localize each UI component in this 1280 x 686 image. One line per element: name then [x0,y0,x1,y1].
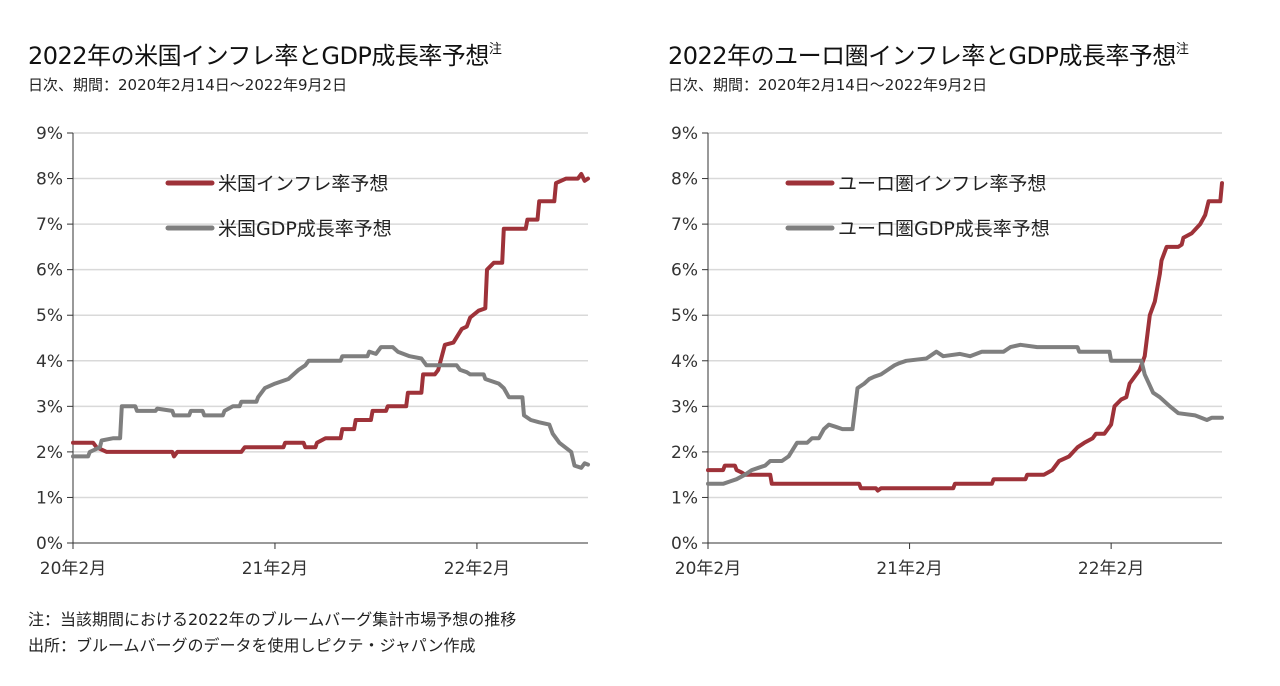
series-line-gdp [706,342,1224,486]
legend-label: ユーロ圏GDP成長率予想 [838,218,1050,240]
footnote-source: 出所：ブルームバーグのデータを使用しピクテ・ジャパン作成 [28,636,476,655]
us-line-chart: 0% 1% 2% 3% 4% 5% 6% 7% 8% 9% 20年2月 21年2月 22年2月 米国インフ… [36,124,590,579]
y-tick-label: 2% [36,443,63,463]
y-tick-label: 3% [671,397,698,417]
x-tick-label: 21年2月 [876,559,942,579]
y-tick-label: 9% [36,124,63,144]
euro-chart-panel: 2022年のユーロ圏インフレ率とGDP成長率予想注 日次、期間：2020年2月1… [640,0,1280,686]
x-tick-label: 22年2月 [1078,559,1144,579]
x-tick-label: 20年2月 [40,559,106,579]
legend-label: 米国GDP成長率予想 [218,218,392,240]
chart-title: 2022年のユーロ圏インフレ率とGDP成長率予想注 [668,42,1189,70]
y-tick-label: 0% [36,534,63,554]
y-tick-label: 2% [671,443,698,463]
chart-title: 2022年の米国インフレ率とGDP成長率予想注 [28,42,502,70]
y-tick-label: 1% [671,488,698,508]
y-tick-label: 8% [671,170,698,190]
series-line-gdp [71,345,590,470]
title-note-mark: 注 [488,42,502,57]
y-tick-label: 1% [36,488,63,508]
y-tick-label: 5% [671,306,698,326]
y-tick-label: 7% [36,215,63,235]
y-tick-label: 0% [671,534,698,554]
series-line-inflation [706,181,1224,493]
y-tick-label: 4% [36,352,63,372]
chart-subtitle: 日次、期間：2020年2月14日～2022年9月2日 [28,76,348,94]
euro-line-chart: 0% 1% 2% 3% 4% 5% 6% 7% 8% 9% 20年2月 21年2月 22年2月 ユーロ圏イ… [671,124,1224,579]
legend-label: ユーロ圏インフレ率予想 [838,173,1046,195]
y-tick-label: 5% [36,306,63,326]
chart-subtitle: 日次、期間：2020年2月14日～2022年9月2日 [668,76,988,94]
x-tick-label: 22年2月 [444,559,510,579]
legend-label: 米国インフレ率予想 [218,173,388,195]
x-tick-label: 20年2月 [675,559,741,579]
x-tick-label: 21年2月 [242,559,308,579]
y-tick-label: 7% [671,215,698,235]
us-chart-panel: 2022年の米国インフレ率とGDP成長率予想注 日次、期間：2020年2月14日… [28,42,590,655]
y-tick-label: 8% [36,170,63,190]
y-tick-label: 3% [36,397,63,417]
footnote-note: 注：当該期間における2022年のブルームバーグ集計市場予想の推移 [28,610,517,629]
y-tick-label: 4% [671,352,698,372]
title-note-mark: 注 [1175,42,1189,57]
y-tick-label: 9% [671,124,698,144]
y-tick-label: 6% [671,261,698,281]
y-tick-label: 6% [36,261,63,281]
series-line-inflation [71,172,590,459]
